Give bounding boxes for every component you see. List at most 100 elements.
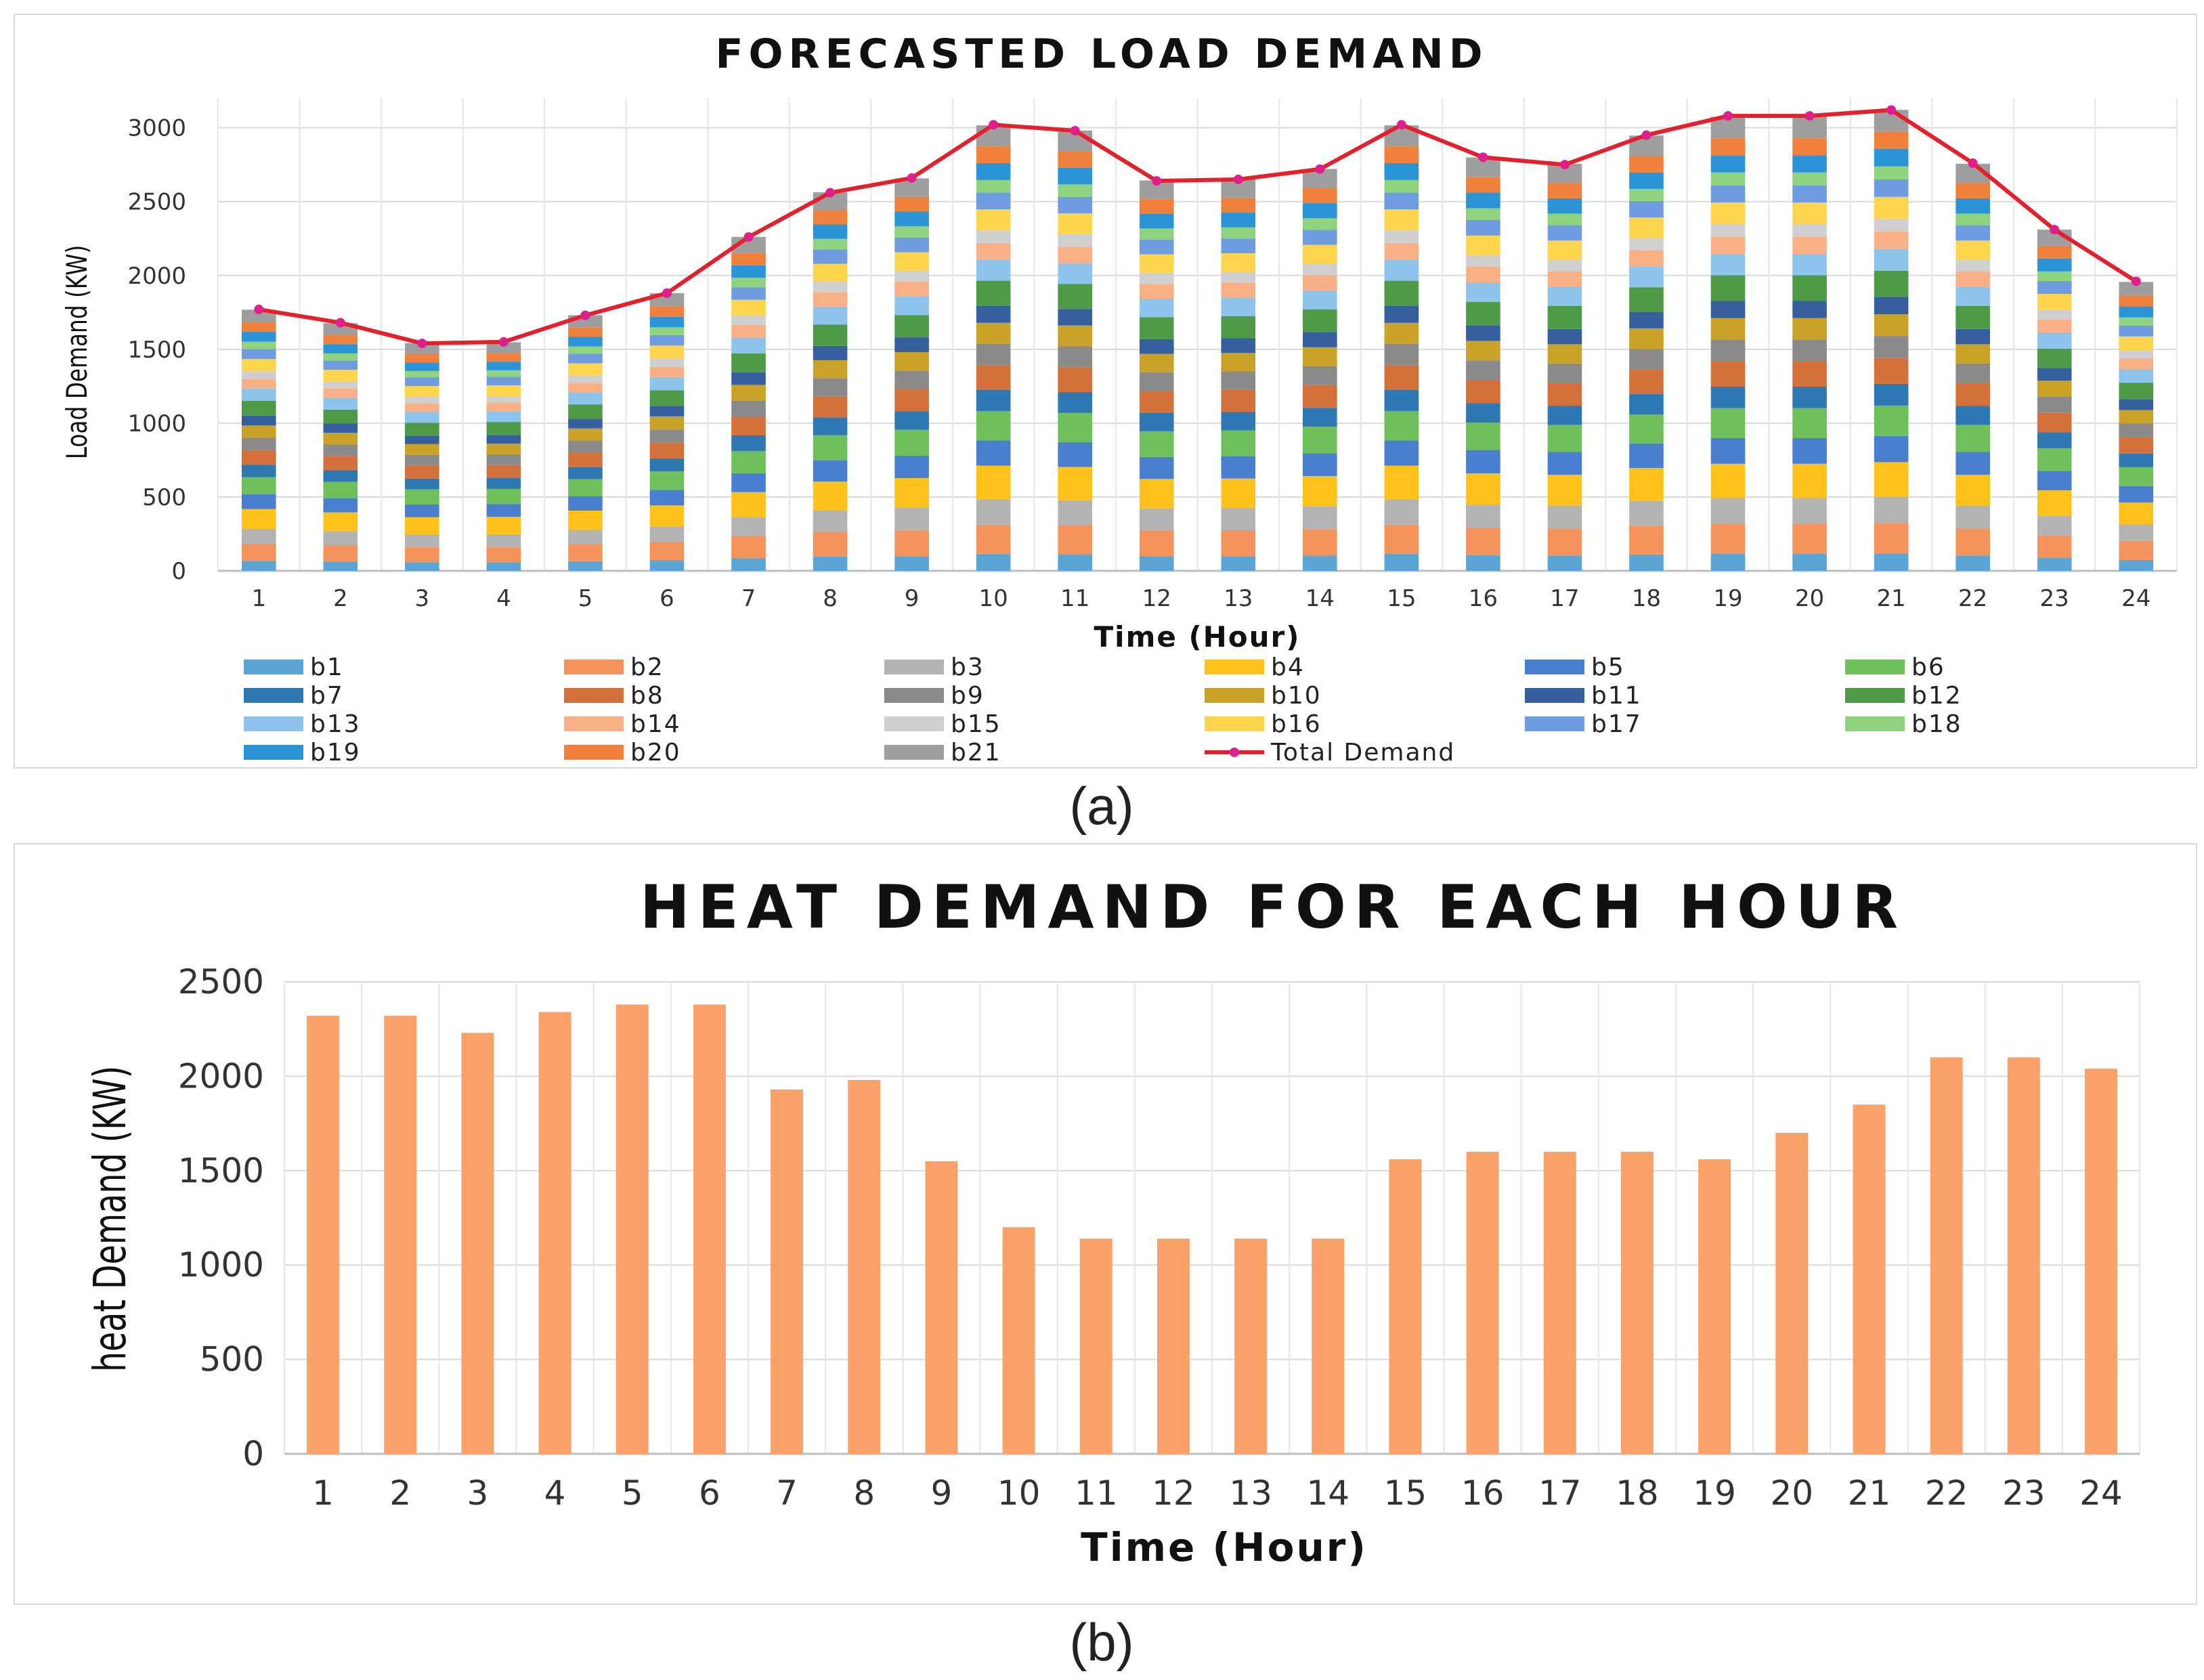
chart-a-bar-b20: [813, 210, 848, 225]
chart-a-bar-b3: [323, 531, 358, 546]
chart-a-bar-b15: [241, 371, 276, 379]
chart-a-bar-b11: [1955, 328, 1990, 345]
chart-b-y-tick: 2000: [178, 1056, 264, 1096]
chart-a-bar-b11: [1874, 297, 1909, 315]
chart-a-bar-b20: [731, 253, 766, 265]
chart-a-y-tick: 0: [171, 558, 186, 585]
chart-a-bar-b16: [649, 345, 685, 359]
chart-a-bar-b11: [2119, 399, 2154, 410]
chart-a-bar-b1: [649, 560, 685, 571]
chart-a-bar-b20: [649, 306, 685, 317]
chart-a-bar-b20: [2037, 245, 2072, 259]
legend-swatch-b16: [1205, 716, 1264, 731]
chart-a-bar-b11: [649, 406, 685, 416]
chart-b-bar: [771, 1089, 804, 1454]
chart-a-bar-b16: [486, 385, 521, 396]
chart-a-bar-b16: [323, 370, 358, 382]
legend-label-b11: b11: [1591, 682, 1642, 710]
chart-a-bar-b10: [1221, 353, 1256, 372]
chart-a-bar-b8: [894, 389, 929, 412]
legend-swatch-b21: [884, 745, 944, 760]
chart-a-bar-b5: [323, 498, 358, 513]
chart-b-bar: [461, 1033, 494, 1454]
chart-a-bar-b10: [241, 425, 276, 438]
chart-a-total-point: [580, 310, 590, 320]
chart-a-bar-b4: [323, 512, 358, 532]
legend-label-b13: b13: [310, 710, 361, 738]
chart-b-bar: [925, 1161, 958, 1454]
legend-swatch-b3: [884, 660, 944, 674]
chart-a-bar-b8: [1955, 383, 1990, 406]
legend-label-b5: b5: [1591, 653, 1625, 681]
chart-a-bar-b8: [1874, 358, 1909, 384]
chart-a-bar-b14: [1221, 282, 1256, 298]
chart-a-bar-b17: [731, 287, 766, 300]
chart-a-bar-b14: [1302, 275, 1337, 290]
chart-a-bar-b2: [731, 536, 766, 559]
chart-a-bar-b20: [241, 322, 276, 332]
chart-a-bar-b19: [2037, 258, 2072, 272]
chart-b-x-tick: 9: [931, 1473, 953, 1513]
chart-a-bar-b16: [976, 209, 1011, 231]
chart-a-bar-b11: [1302, 332, 1337, 347]
chart-a-bar-b9: [649, 429, 685, 443]
chart-a-bar-b7: [1710, 386, 1746, 408]
chart-a-bar-b15: [731, 316, 766, 326]
chart-a-bar-b16: [405, 386, 439, 397]
chart-a-bar-b6: [813, 435, 848, 460]
chart-a-bar-b8: [405, 465, 439, 479]
chart-a-bar-b2: [1547, 528, 1582, 556]
chart-a-x-tick: 10: [979, 585, 1008, 612]
chart-a-total-point: [1723, 111, 1733, 121]
legend-label-b16: b16: [1271, 710, 1322, 738]
legend-label-b14: b14: [630, 710, 681, 738]
chart-a-bar-b3: [568, 530, 603, 544]
chart-a-bar-b19: [1466, 192, 1500, 209]
chart-a-bar-b3: [1955, 505, 1990, 529]
chart-a-x-tick: 22: [1958, 585, 1987, 612]
chart-a-bar-b18: [1384, 179, 1419, 193]
chart-a-bar-b6: [731, 451, 766, 473]
chart-a-bar-b4: [1547, 475, 1582, 506]
chart-a-bar-b12: [1221, 316, 1256, 339]
chart-a-bar-b1: [813, 556, 848, 571]
chart-a-bar-b3: [2119, 524, 2154, 541]
chart-b-y-label: heat Demand (KW): [84, 1066, 136, 1372]
chart-a-bar-b3: [486, 534, 521, 548]
chart-a-bar-b2: [241, 543, 276, 561]
chart-a-bar-b19: [241, 332, 276, 342]
chart-a-bar-b15: [568, 375, 603, 383]
chart-a-bar-b13: [894, 296, 929, 316]
chart-a-x-tick: 23: [2040, 585, 2069, 612]
chart-a-bar-b20: [1466, 177, 1500, 193]
chart-a-bar-b14: [1629, 250, 1664, 267]
chart-a-bar-b20: [568, 327, 603, 337]
chart-a-bar-b13: [1629, 266, 1664, 288]
chart-a-bar-b17: [241, 349, 276, 360]
chart-a-x-tick: 16: [1469, 585, 1498, 612]
chart-a-bar-b20: [1221, 198, 1256, 213]
chart-a-bar-b19: [1547, 198, 1582, 214]
chart-b-bar: [1543, 1151, 1576, 1454]
chart-a-bar-b1: [1629, 554, 1664, 571]
chart-a-bar-b18: [568, 346, 603, 354]
chart-a-bar-b9: [976, 343, 1011, 365]
chart-a-total-point: [1641, 130, 1651, 140]
chart-a-bar-b14: [813, 292, 848, 307]
chart-a-bar-b7: [1874, 383, 1909, 406]
chart-a-bar-b13: [1710, 253, 1746, 276]
chart-a-bar-b10: [486, 443, 521, 454]
chart-a-bar-b7: [1547, 406, 1582, 425]
chart-a-bar-b14: [1547, 271, 1582, 287]
chart-b-bar: [1157, 1239, 1190, 1454]
legend-label-b15: b15: [951, 710, 1001, 738]
chart-a-total-point: [1805, 111, 1815, 121]
chart-a-bar-b10: [1058, 325, 1093, 347]
chart-a-bar-b16: [731, 299, 766, 316]
chart-a-bar-b16: [1547, 240, 1582, 260]
chart-a-y-tick: 2500: [127, 189, 186, 216]
chart-b-y-tick: 1000: [178, 1245, 264, 1285]
chart-a-bar-b6: [1629, 414, 1664, 444]
chart-a-bar-b3: [1792, 498, 1827, 524]
chart-a-bar-b13: [1302, 290, 1337, 309]
